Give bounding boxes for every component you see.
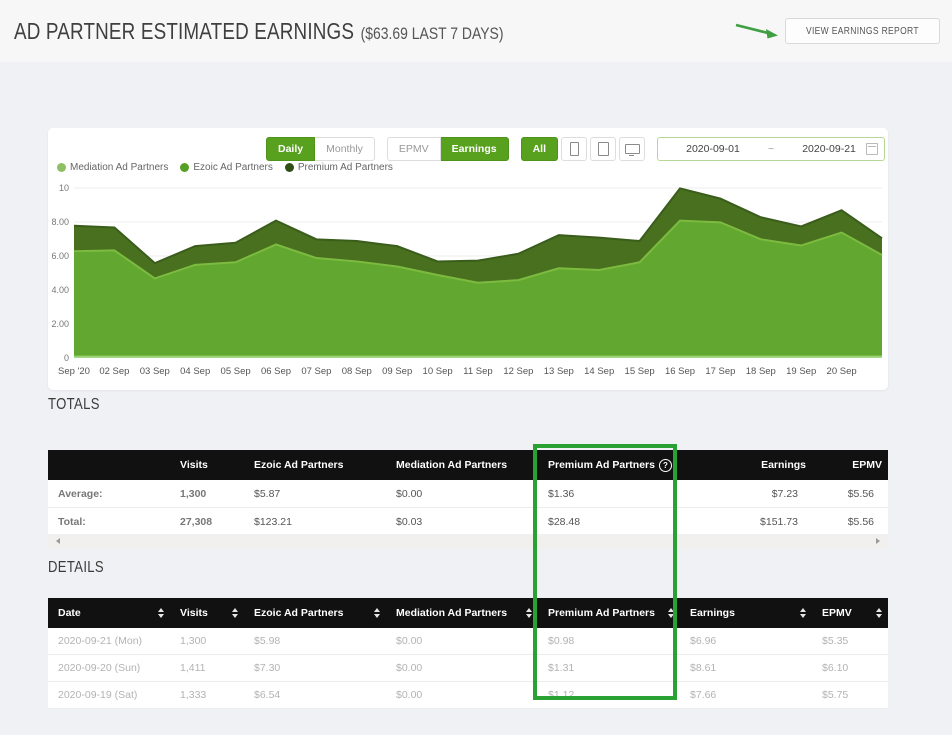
metric-toggle: EPMV Earnings bbox=[386, 137, 509, 161]
legend-mediation[interactable]: Mediation Ad Partners bbox=[57, 162, 168, 173]
daily-button[interactable]: Daily bbox=[266, 137, 316, 161]
details-col-visits[interactable]: Visits bbox=[170, 607, 244, 619]
page-header: AD PARTNER ESTIMATED EARNINGS ($63.69 LAS… bbox=[0, 0, 952, 62]
svg-text:10 Sep: 10 Sep bbox=[423, 366, 453, 377]
totals-col-visits: Visits bbox=[180, 459, 208, 471]
svg-text:6.00: 6.00 bbox=[51, 251, 69, 261]
legend-premium[interactable]: Premium Ad Partners bbox=[284, 162, 393, 173]
details-col-ezoic[interactable]: Ezoic Ad Partners bbox=[244, 607, 386, 619]
svg-text:07 Sep: 07 Sep bbox=[301, 366, 331, 377]
totals-col-earnings: Earnings bbox=[761, 459, 806, 471]
chart-panel: Daily Monthly EPMV Earnings All 2020-09-… bbox=[48, 128, 888, 390]
desktop-filter-button[interactable] bbox=[619, 137, 645, 161]
details-heading: DETAILS bbox=[48, 559, 105, 576]
monthly-button[interactable]: Monthly bbox=[315, 137, 375, 161]
svg-text:16 Sep: 16 Sep bbox=[665, 366, 695, 377]
svg-text:02 Sep: 02 Sep bbox=[99, 366, 129, 377]
chart-controls: Daily Monthly EPMV Earnings All 2020-09-… bbox=[48, 137, 885, 161]
details-col-epmv[interactable]: EPMV bbox=[812, 607, 888, 619]
date-range-picker[interactable]: 2020-09-01 ~ 2020-09-21 bbox=[657, 137, 885, 161]
svg-text:10: 10 bbox=[59, 183, 69, 193]
date-end[interactable]: 2020-09-21 bbox=[802, 143, 856, 155]
details-col-premium[interactable]: Premium Ad Partners bbox=[538, 607, 680, 619]
page-title: AD PARTNER ESTIMATED EARNINGS ($63.69 LAS… bbox=[14, 17, 504, 44]
scroll-left-icon[interactable] bbox=[56, 538, 60, 544]
totals-heading: TOTALS bbox=[48, 396, 100, 413]
legend-ezoic[interactable]: Ezoic Ad Partners bbox=[180, 162, 273, 173]
svg-text:04 Sep: 04 Sep bbox=[180, 366, 210, 377]
totals-col-epmv: EPMV bbox=[852, 459, 882, 471]
sort-icon[interactable] bbox=[232, 608, 238, 618]
help-icon[interactable]: ? bbox=[658, 458, 672, 472]
date-separator: ~ bbox=[767, 143, 775, 155]
phone-icon bbox=[569, 142, 579, 156]
svg-text:14 Sep: 14 Sep bbox=[584, 366, 614, 377]
details-col-earnings[interactable]: Earnings bbox=[680, 607, 812, 619]
totals-average-row: Average: 1,300 $5.87 $0.00 $1.36 $7.23 $… bbox=[48, 480, 888, 508]
sort-icon[interactable] bbox=[668, 608, 674, 618]
svg-text:08 Sep: 08 Sep bbox=[342, 366, 372, 377]
earnings-button[interactable]: Earnings bbox=[440, 137, 509, 161]
tablet-filter-button[interactable] bbox=[590, 137, 616, 161]
svg-text:09 Sep: 09 Sep bbox=[382, 366, 412, 377]
details-row-2: 2020-09-20 (Sun) 1,411 $7.30 $0.00 $1.31… bbox=[48, 655, 888, 682]
totals-total-row: Total: 27,308 $123.21 $0.03 $28.48 $151.… bbox=[48, 508, 888, 536]
earnings-chart[interactable]: 0 2.00 4.00 6.00 8.00 10 Sep '20 02 Sep 03 Sep 04… bbox=[50, 178, 886, 384]
svg-text:12 Sep: 12 Sep bbox=[503, 366, 533, 377]
totals-col-premium: Premium Ad Partners? bbox=[538, 458, 680, 472]
phone-filter-button[interactable] bbox=[561, 137, 587, 161]
view-earnings-report-button[interactable]: VIEW EARNINGS REPORT bbox=[785, 18, 940, 44]
device-filter: All bbox=[520, 137, 645, 161]
totals-table-header: Visits Ezoic Ad Partners Mediation Ad Pa… bbox=[48, 450, 888, 480]
mediation-dot-icon bbox=[57, 163, 66, 172]
sort-icon[interactable] bbox=[800, 608, 806, 618]
details-row-1: 2020-09-21 (Mon) 1,300 $5.98 $0.00 $0.98… bbox=[48, 628, 888, 655]
svg-text:18 Sep: 18 Sep bbox=[746, 366, 776, 377]
details-row-3: 2020-09-19 (Sat) 1,333 $6.54 $0.00 $1.12… bbox=[48, 682, 888, 709]
svg-text:13 Sep: 13 Sep bbox=[544, 366, 574, 377]
svg-text:17 Sep: 17 Sep bbox=[705, 366, 735, 377]
totals-col-mediation: Mediation Ad Partners bbox=[396, 459, 508, 471]
tablet-icon bbox=[597, 142, 609, 156]
table-scrollbar[interactable] bbox=[48, 534, 888, 549]
svg-text:15 Sep: 15 Sep bbox=[625, 366, 655, 377]
details-table-header: Date Visits Ezoic Ad Partners Mediation … bbox=[48, 598, 888, 628]
chart-legend: Mediation Ad Partners Ezoic Ad Partners … bbox=[57, 162, 393, 173]
calendar-icon bbox=[866, 143, 878, 155]
date-start[interactable]: 2020-09-01 bbox=[686, 143, 740, 155]
svg-text:4.00: 4.00 bbox=[51, 285, 69, 295]
totals-table: Visits Ezoic Ad Partners Mediation Ad Pa… bbox=[48, 450, 888, 536]
svg-text:0: 0 bbox=[64, 353, 69, 363]
sort-icon[interactable] bbox=[374, 608, 380, 618]
svg-text:11 Sep: 11 Sep bbox=[463, 366, 492, 377]
svg-text:19 Sep: 19 Sep bbox=[786, 366, 816, 377]
svg-text:06 Sep: 06 Sep bbox=[261, 366, 291, 377]
sort-icon[interactable] bbox=[526, 608, 532, 618]
svg-text:8.00: 8.00 bbox=[51, 217, 69, 227]
ezoic-dot-icon bbox=[180, 163, 190, 172]
svg-text:05 Sep: 05 Sep bbox=[221, 366, 251, 377]
desktop-icon bbox=[624, 144, 640, 156]
scroll-right-icon[interactable] bbox=[876, 538, 880, 544]
svg-text:20 Sep: 20 Sep bbox=[827, 366, 857, 377]
premium-dot-icon bbox=[284, 163, 294, 172]
details-table: Date Visits Ezoic Ad Partners Mediation … bbox=[48, 598, 888, 709]
sort-icon[interactable] bbox=[876, 608, 882, 618]
all-devices-button[interactable]: All bbox=[520, 137, 558, 161]
details-col-mediation[interactable]: Mediation Ad Partners bbox=[386, 607, 538, 619]
totals-col-ezoic: Ezoic Ad Partners bbox=[254, 459, 344, 471]
interval-toggle: Daily Monthly bbox=[266, 137, 375, 161]
svg-text:Sep '20: Sep '20 bbox=[58, 366, 90, 377]
sort-icon[interactable] bbox=[158, 608, 164, 618]
svg-text:03 Sep: 03 Sep bbox=[140, 366, 170, 377]
green-arrow-icon bbox=[735, 23, 779, 39]
svg-text:2.00: 2.00 bbox=[51, 319, 69, 329]
epmv-button[interactable]: EPMV bbox=[386, 137, 441, 161]
details-col-date[interactable]: Date bbox=[48, 607, 170, 619]
